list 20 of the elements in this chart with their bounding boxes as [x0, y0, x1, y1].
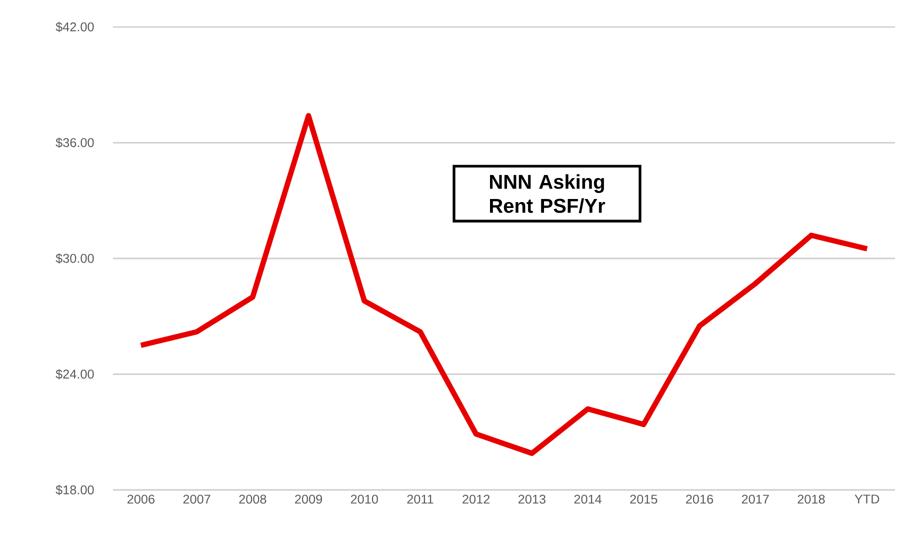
x-tick-label: 2006	[127, 494, 154, 504]
x-tick-label: 2011	[407, 494, 434, 504]
y-tick-label: $36.00	[56, 138, 94, 148]
x-tick-label: 2016	[686, 494, 714, 504]
x-tick-label: 2018	[798, 494, 825, 504]
y-tick-label: $24.00	[56, 369, 94, 380]
x-tick-label: 2007	[183, 494, 210, 504]
x-tick-label: 2010	[350, 494, 378, 504]
x-tick-label: 2014	[574, 494, 602, 504]
x-tick-label: 2013	[518, 494, 546, 504]
y-tick-label: $30.00	[56, 253, 94, 264]
x-tick-label: 2009	[295, 494, 322, 504]
y-tick-label: $42.00	[56, 22, 94, 32]
x-tick-label: 2008	[239, 494, 266, 504]
x-tick-label: 2015	[630, 494, 658, 504]
x-tick-label: YTD	[854, 494, 880, 504]
y-tick-label: $18.00	[56, 484, 94, 496]
x-tick-label: 2017	[742, 494, 769, 504]
x-tick-label: 2012	[462, 494, 490, 504]
annotation: NNN Asking Rent PSF/Yr	[490, 174, 606, 214]
